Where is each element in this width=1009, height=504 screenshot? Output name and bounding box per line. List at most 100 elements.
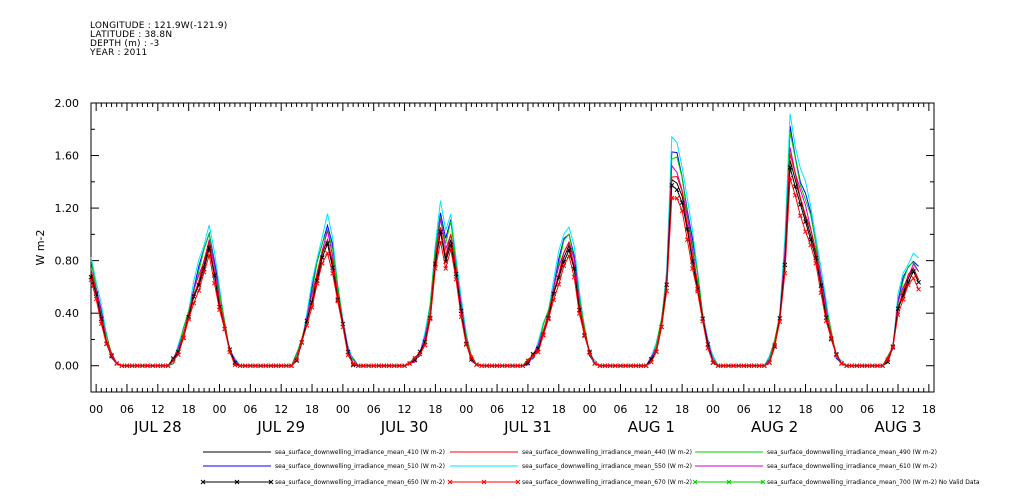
x-tick-label: 12 <box>644 403 658 416</box>
series-marker <box>258 363 263 369</box>
series-marker <box>160 363 166 369</box>
series-marker <box>720 363 726 369</box>
series-marker <box>222 326 227 332</box>
series-marker <box>905 282 911 288</box>
x-tick-label: 06 <box>613 403 627 416</box>
series-marker <box>792 184 798 190</box>
series-marker <box>104 341 109 347</box>
series-marker <box>530 351 536 357</box>
series-marker <box>417 351 423 357</box>
series-marker <box>314 281 320 286</box>
series-marker <box>402 363 407 369</box>
series-marker <box>361 363 366 369</box>
series-marker <box>191 294 197 300</box>
series-marker <box>232 362 238 368</box>
series-marker <box>679 208 685 214</box>
series-marker <box>412 357 418 363</box>
series-marker <box>134 363 140 369</box>
series-marker <box>371 363 377 369</box>
series-marker <box>247 363 253 369</box>
series-marker <box>674 195 680 201</box>
series-marker <box>201 269 207 275</box>
x-tick-label: 18 <box>675 403 689 416</box>
x-day-label: JUL 31 <box>503 418 552 436</box>
series-marker <box>93 296 99 302</box>
series-marker <box>916 286 921 292</box>
x-day-label: AUG 3 <box>874 418 921 436</box>
series-marker <box>803 219 808 225</box>
series-marker <box>304 323 310 328</box>
x-tick-label: 00 <box>213 403 227 416</box>
series-marker <box>669 182 675 188</box>
series-marker <box>530 353 536 358</box>
legend-marker <box>726 479 732 485</box>
plot-frame <box>90 102 935 393</box>
series-marker <box>592 361 598 366</box>
x-tick-label: 00 <box>336 403 350 416</box>
legend-marker <box>200 479 206 485</box>
series-marker <box>664 288 670 294</box>
legend-marker <box>234 479 240 485</box>
x-tick-label: 06 <box>490 403 504 416</box>
x-tick-label: 18 <box>798 403 812 416</box>
series-marker <box>705 345 711 351</box>
x-day-label: JUL 28 <box>133 418 182 436</box>
series-marker <box>546 316 551 322</box>
series-marker <box>700 318 706 324</box>
x-tick-label: 00 <box>829 403 843 416</box>
x-tick-label: 06 <box>367 403 381 416</box>
x-tick-label: 00 <box>89 403 103 416</box>
series-marker <box>787 175 793 181</box>
series-marker <box>612 363 618 369</box>
series-marker <box>916 279 921 285</box>
series-marker <box>510 363 515 369</box>
x-tick-label: 00 <box>583 403 597 416</box>
series-marker <box>381 363 387 369</box>
series-marker <box>808 242 813 248</box>
series-marker <box>412 355 418 361</box>
series-marker <box>741 363 747 369</box>
series-marker <box>844 363 849 369</box>
series-marker <box>864 363 870 369</box>
x-day-label: JUL 30 <box>380 418 429 436</box>
series-marker <box>726 363 731 369</box>
series-marker <box>474 362 479 368</box>
series-marker <box>736 363 742 369</box>
series-marker <box>186 316 192 322</box>
series-marker <box>109 352 114 358</box>
legend-marker <box>481 479 487 485</box>
series-marker <box>150 363 156 369</box>
legend-marker <box>760 479 766 485</box>
series-marker <box>602 363 608 369</box>
series-marker <box>489 363 495 369</box>
legend-label: sea_surface_downwelling_irradiance_mean_… <box>522 463 692 470</box>
series-marker <box>525 358 531 364</box>
series-marker <box>669 195 675 201</box>
series-marker <box>643 363 649 369</box>
series-marker <box>674 187 680 193</box>
x-tick-label: 00 <box>459 403 473 416</box>
series-marker <box>237 363 243 369</box>
x-tick-label: 06 <box>860 403 874 416</box>
series-marker <box>330 271 335 276</box>
series-marker <box>114 361 120 366</box>
series-marker <box>535 349 541 355</box>
series-marker <box>839 361 844 366</box>
series-marker <box>849 363 855 369</box>
series-marker <box>253 363 258 369</box>
series-marker <box>217 307 222 313</box>
series-marker <box>885 357 891 362</box>
series-marker <box>242 363 248 369</box>
legend-label: sea_surface_downwelling_irradiance_mean_… <box>275 463 445 470</box>
series-marker <box>407 361 413 366</box>
series-marker <box>607 363 613 369</box>
x-tick-label: 18 <box>922 403 936 416</box>
series-marker <box>443 266 449 271</box>
x-tick-label: 18 <box>182 403 196 416</box>
legend-label: sea_surface_downwelling_irradiance_mean_… <box>275 449 445 456</box>
series-marker <box>505 363 510 369</box>
series-marker <box>299 339 305 345</box>
series-line <box>90 125 919 367</box>
series-marker <box>746 363 752 369</box>
series-marker <box>212 280 217 286</box>
